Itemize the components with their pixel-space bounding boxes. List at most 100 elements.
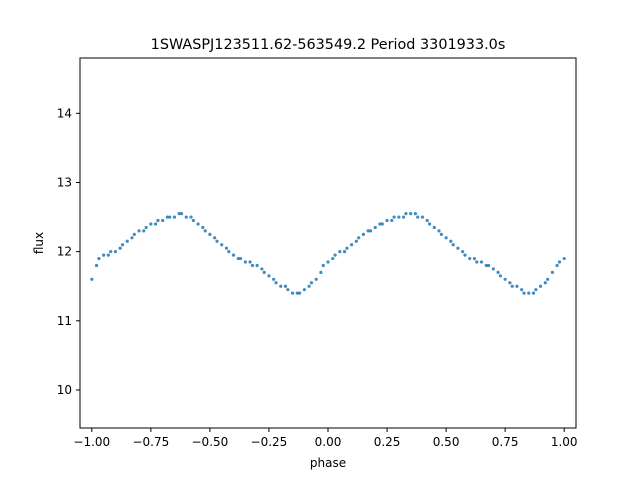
data-point: [262, 270, 266, 274]
data-point: [361, 232, 366, 236]
data-point: [472, 256, 477, 261]
data-point: [557, 260, 562, 264]
data-point: [231, 253, 236, 257]
x-tick-label: −1.00: [73, 435, 110, 449]
data-point: [125, 239, 129, 243]
data-point: [220, 243, 224, 247]
data-point: [461, 250, 465, 254]
data-point: [179, 212, 184, 216]
data-point: [475, 260, 479, 264]
x-tick-label: −0.75: [132, 435, 169, 449]
data-point: [354, 239, 358, 243]
data-point: [531, 291, 536, 295]
data-point: [153, 222, 158, 226]
data-point: [132, 232, 136, 236]
data-point: [274, 281, 278, 285]
y-axis-ticks: 10 11 12 13 14: [57, 106, 80, 397]
data-point: [449, 239, 453, 243]
data-point: [239, 256, 243, 261]
y-axis-label: flux: [32, 232, 46, 254]
data-point: [357, 236, 361, 240]
y-tick-label: 10: [57, 383, 72, 397]
y-tick-label: 11: [57, 314, 72, 328]
data-point: [508, 281, 512, 285]
y-tick-label: 12: [57, 245, 72, 259]
data-point: [267, 274, 271, 278]
data-point: [290, 291, 295, 295]
data-point: [130, 236, 134, 240]
data-point: [295, 291, 299, 295]
data-point: [298, 291, 302, 295]
data-point: [546, 277, 550, 281]
data-point: [427, 222, 432, 226]
data-point: [468, 256, 472, 261]
data-point: [345, 246, 349, 250]
data-point: [342, 250, 347, 254]
data-point: [109, 250, 113, 254]
data-point: [118, 246, 122, 250]
data-point: [307, 284, 311, 288]
data-point: [161, 218, 165, 223]
data-point: [168, 215, 172, 219]
x-tick-label: 1.00: [551, 435, 578, 449]
data-point: [503, 277, 507, 281]
data-point: [496, 270, 500, 274]
data-point: [102, 253, 106, 257]
data-point: [333, 253, 337, 257]
data-point: [380, 222, 384, 226]
data-point: [439, 232, 443, 236]
data-point: [90, 277, 94, 281]
data-point: [113, 250, 118, 254]
data-point: [392, 215, 396, 219]
data-point: [368, 229, 373, 233]
data-point: [321, 263, 325, 268]
data-point: [451, 243, 455, 247]
data-point: [484, 263, 488, 268]
data-point: [527, 291, 531, 295]
data-point: [373, 225, 377, 230]
data-point: [94, 263, 99, 268]
data-point: [437, 229, 441, 233]
data-point: [142, 229, 146, 233]
data-point: [491, 267, 495, 271]
data-point: [156, 218, 160, 223]
data-point: [177, 212, 181, 216]
x-tick-label: −0.50: [192, 435, 229, 449]
data-point: [248, 260, 252, 264]
data-point: [314, 277, 318, 281]
x-axis-label: phase: [310, 456, 346, 470]
data-point: [97, 256, 101, 261]
data-point: [184, 215, 188, 219]
data-point: [120, 243, 125, 247]
data-point: [149, 222, 153, 226]
data-point: [425, 218, 429, 223]
data-point: [165, 215, 169, 219]
data-point: [243, 260, 247, 264]
data-point: [144, 225, 148, 230]
data-point: [409, 212, 413, 216]
data-points: [90, 212, 566, 295]
data-point: [208, 232, 212, 236]
x-axis-ticks: −1.00 −0.75 −0.50 −0.25 0.00 0.25 0.50 0.75 1.00: [73, 428, 578, 449]
x-tick-label: −0.25: [251, 435, 288, 449]
data-point: [283, 284, 288, 288]
data-point: [203, 229, 207, 233]
y-tick-label: 13: [57, 175, 72, 189]
data-point: [213, 236, 217, 240]
data-point: [413, 212, 417, 216]
data-point: [215, 239, 219, 243]
data-point: [550, 270, 554, 274]
data-point: [286, 288, 290, 292]
x-tick-label: 0.00: [315, 435, 342, 449]
data-point: [350, 243, 354, 247]
data-point: [196, 222, 200, 226]
data-point: [510, 284, 514, 288]
data-point: [366, 229, 370, 233]
data-point: [456, 246, 460, 250]
data-point: [534, 288, 538, 292]
data-point: [538, 284, 543, 288]
x-tick-label: 0.25: [374, 435, 401, 449]
data-point: [416, 215, 420, 219]
